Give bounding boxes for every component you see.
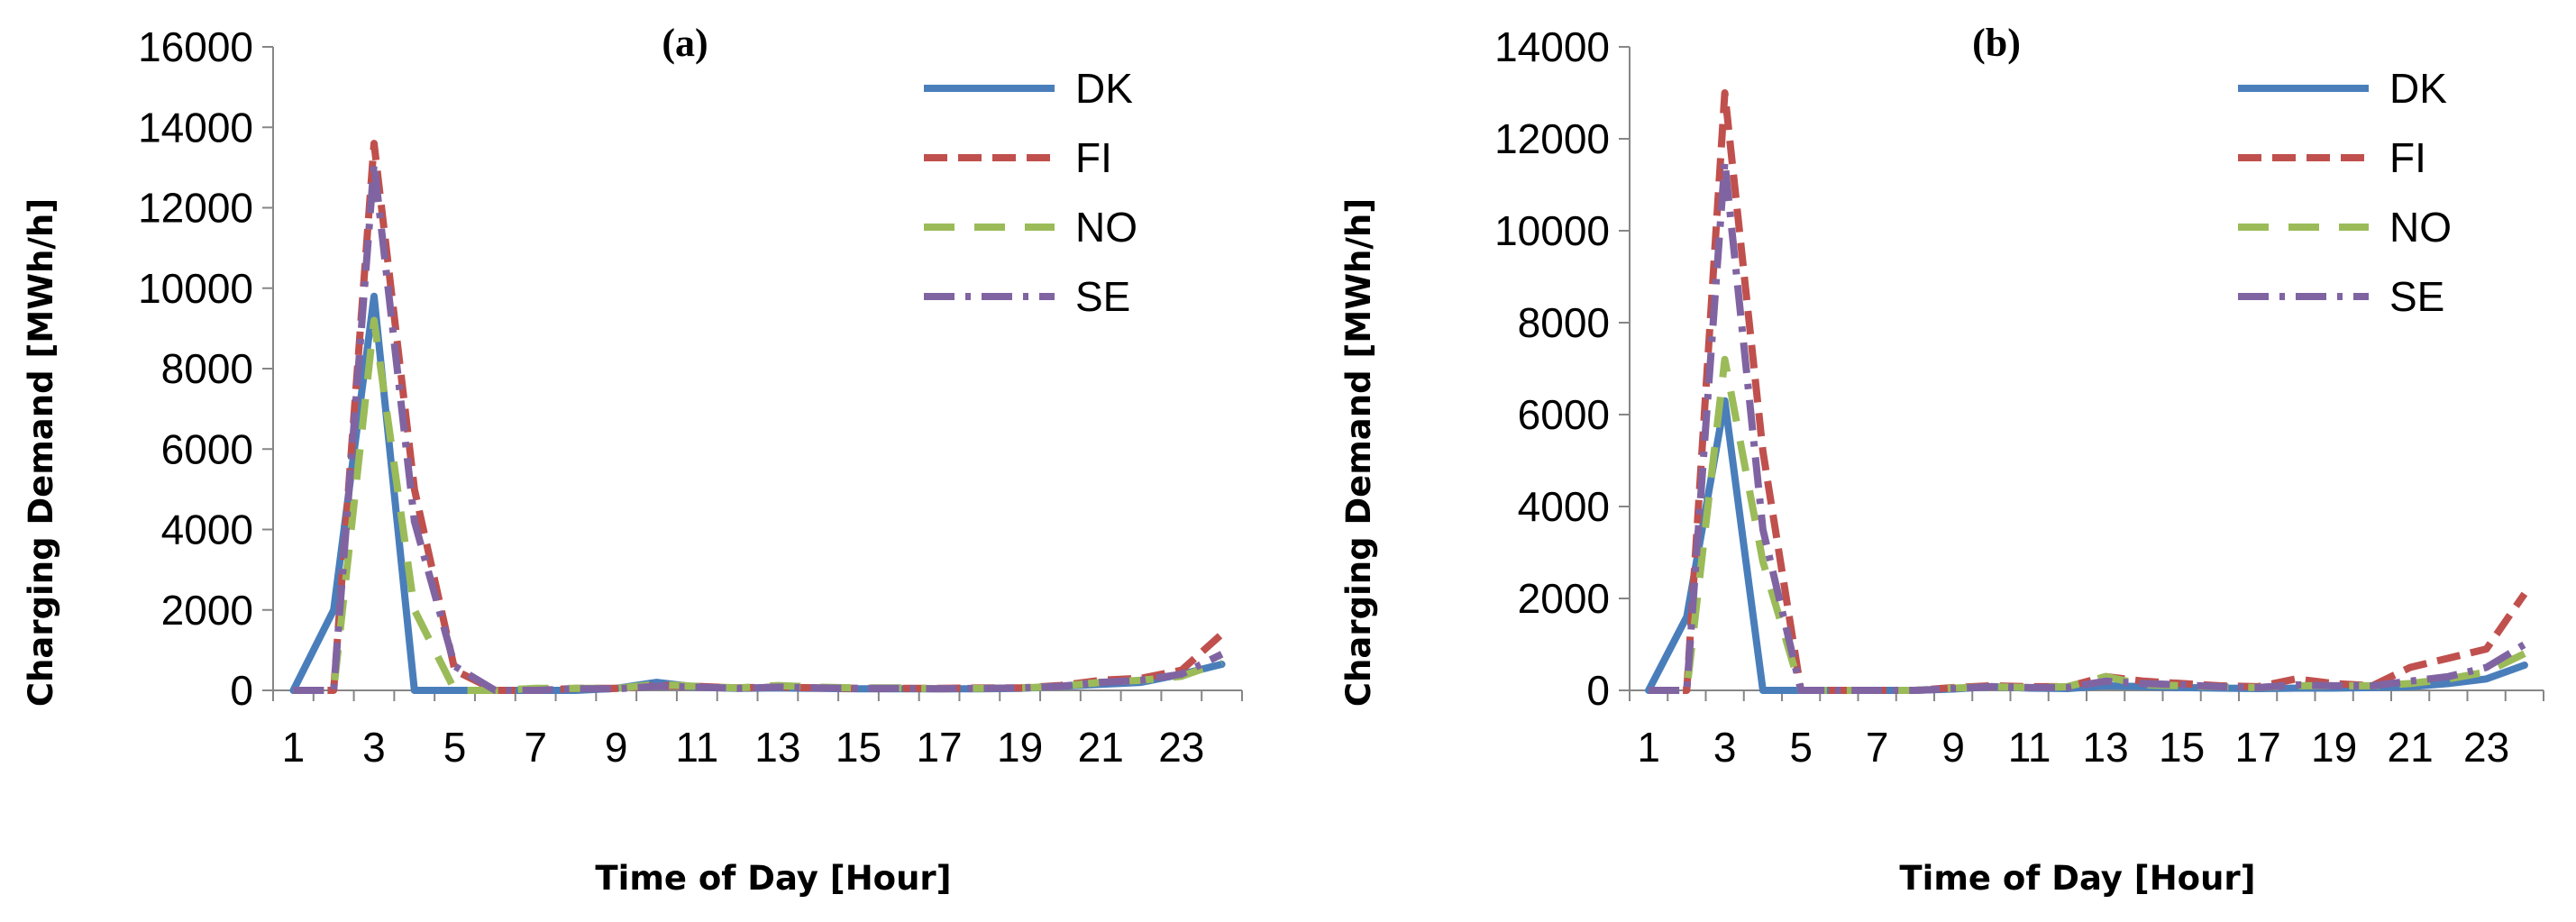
x-tick-label: 9 — [1941, 724, 1965, 771]
y-tick-label: 12000 — [138, 185, 253, 232]
chart-title: (b) — [1972, 21, 2021, 65]
series-line-dk — [289, 292, 1226, 694]
y-tick-label: 6000 — [1518, 391, 1610, 438]
panel-b: (b) Charging Demand [MWh/h] Time of Day … — [1339, 21, 2544, 898]
y-tick-label: 6000 — [161, 425, 253, 472]
x-tick-label: 13 — [754, 724, 800, 771]
y-tick-label: 2000 — [1518, 575, 1610, 622]
legend-label-no: NO — [1075, 204, 1137, 251]
x-tick-label: 19 — [997, 724, 1043, 771]
y-tick-label: 14000 — [1494, 23, 1610, 70]
y-tick-label: 2000 — [161, 587, 253, 634]
y-axis-label: Charging Demand [MWh/h] — [22, 198, 60, 707]
x-tick-label: 7 — [1866, 724, 1889, 771]
series-line-no — [1649, 355, 2526, 694]
x-tick-label: 3 — [362, 724, 386, 771]
legend-label-dk: DK — [1075, 65, 1133, 112]
y-tick-label: 10000 — [1494, 207, 1610, 254]
x-tick-label: 11 — [675, 724, 718, 771]
x-tick-label: 17 — [916, 724, 962, 771]
x-tick-label: 11 — [2008, 724, 2051, 771]
y-axis-label: Charging Demand [MWh/h] — [1339, 198, 1378, 707]
x-tick-label: 7 — [524, 724, 547, 771]
x-tick-label: 13 — [2083, 724, 2129, 771]
legend-label-no: NO — [2389, 204, 2452, 251]
legend-label-dk: DK — [2389, 65, 2447, 112]
legend-label-se: SE — [2389, 273, 2444, 320]
x-axis-label: Time of Day [Hour] — [1899, 859, 2255, 898]
y-tick-label: 8000 — [1518, 299, 1610, 346]
y-tick-label: 14000 — [138, 104, 253, 151]
y-tick-label: 8000 — [161, 345, 253, 392]
series-line-dk — [1645, 397, 2528, 694]
y-tick-label: 0 — [230, 667, 253, 714]
series-line-se — [1649, 158, 2526, 694]
x-tick-label: 3 — [1713, 724, 1737, 771]
y-tick-label: 0 — [1586, 667, 1610, 714]
legend-label-fi: FI — [2389, 134, 2426, 181]
x-tick-label: 1 — [282, 724, 306, 771]
y-tick-label: 16000 — [138, 23, 253, 70]
x-tick-label: 15 — [2159, 724, 2205, 771]
x-tick-label: 23 — [1158, 724, 1204, 771]
x-tick-label: 5 — [443, 724, 467, 771]
y-tick-label: 12000 — [1494, 115, 1610, 162]
panel-a: (a) Charging Demand [MWh/h] Time of Day … — [22, 21, 1243, 898]
y-tick-label: 4000 — [1518, 483, 1610, 530]
series-line-se — [293, 160, 1224, 694]
x-tick-label: 9 — [605, 724, 628, 771]
x-tick-label: 23 — [2463, 724, 2509, 771]
series-line-no — [293, 316, 1223, 694]
y-tick-label: 4000 — [161, 507, 253, 553]
x-tick-label: 21 — [2388, 724, 2434, 771]
legend-label-se: SE — [1075, 273, 1130, 320]
legend-label-fi: FI — [1075, 134, 1112, 181]
chart-title: (a) — [662, 21, 708, 65]
x-tick-label: 5 — [1789, 724, 1813, 771]
x-tick-label: 19 — [2311, 724, 2357, 771]
x-tick-label: 15 — [836, 724, 882, 771]
x-tick-label: 17 — [2235, 724, 2281, 771]
y-tick-label: 10000 — [138, 265, 253, 312]
x-tick-label: 1 — [1637, 724, 1660, 771]
x-tick-label: 21 — [1078, 724, 1124, 771]
x-axis-label: Time of Day [Hour] — [595, 859, 951, 898]
